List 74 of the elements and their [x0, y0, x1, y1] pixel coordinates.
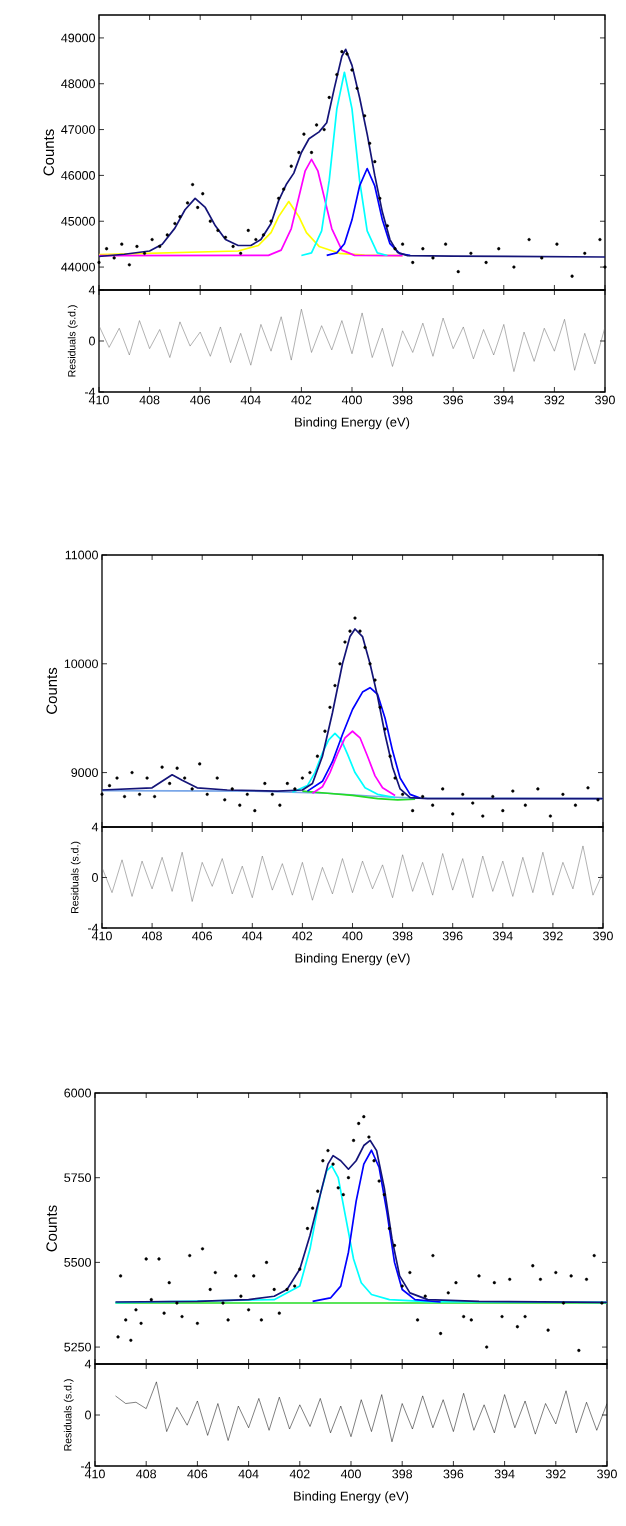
line-series	[311, 730, 396, 797]
x-tick-label: 406	[190, 395, 211, 405]
x-tick-label: 390	[597, 1469, 617, 1479]
y-axis-title: Residuals (s.d.)	[63, 1379, 74, 1451]
x-tick-label: 406	[192, 931, 213, 941]
x-tick-label: 410	[91, 931, 112, 941]
y-tick-label: -4	[84, 387, 96, 397]
x-tick-label: 398	[392, 931, 413, 941]
y-tick-label: -4	[80, 1461, 92, 1471]
x-tick-label: 392	[542, 931, 563, 941]
y-axis-title: Counts	[46, 667, 57, 714]
x-tick-label: 394	[492, 931, 513, 941]
x-axis-title: Binding Energy (eV)	[294, 1491, 409, 1504]
x-tick-label: 394	[494, 1469, 515, 1479]
y-tick-label: 49000	[61, 33, 95, 43]
y-tick-label: 0	[89, 336, 95, 346]
y-axis-title: Counts	[46, 1205, 57, 1252]
line-series	[311, 1149, 442, 1303]
x-tick-label: 396	[442, 931, 463, 941]
line-series	[98, 158, 404, 257]
y-axis-title: Residuals (s.d.)	[70, 841, 81, 913]
line-series	[102, 628, 603, 800]
line-series	[325, 167, 412, 257]
x-axis-title: Binding Energy (eV)	[295, 953, 410, 966]
x-tick-label: 390	[595, 395, 615, 405]
y-tick-label: 4	[84, 1359, 92, 1369]
x-axis-title: Binding Energy (eV)	[295, 417, 410, 430]
x-tick-label: 408	[136, 1469, 157, 1479]
x-tick-label: 410	[84, 1469, 105, 1479]
line-series	[102, 845, 603, 902]
x-tick-label: 410	[88, 395, 109, 405]
x-tick-label: 404	[240, 395, 261, 405]
x-tick-label: 402	[289, 1469, 310, 1479]
y-tick-label: 0	[92, 873, 98, 882]
y-tick-label: 0	[85, 1410, 91, 1420]
x-tick-label: 408	[141, 931, 162, 941]
x-tick-label: 390	[593, 931, 613, 941]
y-tick-label: 11000	[65, 550, 98, 560]
x-tick-label: 408	[139, 395, 160, 405]
x-tick-label: 398	[392, 1469, 413, 1479]
x-tick-label: 392	[544, 395, 565, 405]
line-series	[300, 71, 389, 257]
y-tick-label: 5500	[64, 1257, 91, 1267]
x-tick-label: 396	[443, 1469, 464, 1479]
x-tick-label: 398	[392, 395, 413, 405]
y-tick-label: 44000	[61, 262, 95, 272]
y-tick-label: 47000	[61, 125, 95, 134]
x-tick-label: 404	[238, 1469, 259, 1479]
y-tick-label: 10000	[64, 659, 98, 669]
y-tick-label: 9000	[71, 768, 98, 777]
x-tick-label: 394	[493, 395, 514, 405]
y-tick-label: 5250	[64, 1342, 91, 1352]
y-axis-title: Residuals (s.d.)	[67, 305, 78, 377]
y-tick-label: 4	[88, 285, 96, 295]
x-tick-label: 400	[341, 395, 362, 405]
x-tick-label: 404	[242, 931, 263, 941]
x-tick-label: 402	[291, 395, 312, 405]
x-tick-label: 392	[545, 1469, 566, 1479]
x-tick-label: 402	[292, 931, 313, 941]
y-tick-label: 46000	[61, 171, 95, 180]
y-tick-label: 48000	[61, 79, 95, 89]
line-series	[301, 790, 416, 801]
y-axis-title: Counts	[43, 129, 54, 176]
x-tick-label: 400	[342, 931, 363, 941]
x-tick-label: 400	[340, 1469, 361, 1479]
y-tick-label: 4	[91, 822, 99, 832]
x-tick-label: 396	[443, 395, 464, 405]
y-tick-label: 6000	[64, 1088, 91, 1098]
line-series	[99, 308, 605, 372]
y-tick-label: 5750	[64, 1173, 91, 1183]
y-tick-label: -4	[87, 923, 99, 933]
y-tick-label: 45000	[61, 216, 95, 226]
line-series	[291, 732, 396, 799]
x-tick-label: 406	[187, 1469, 208, 1479]
